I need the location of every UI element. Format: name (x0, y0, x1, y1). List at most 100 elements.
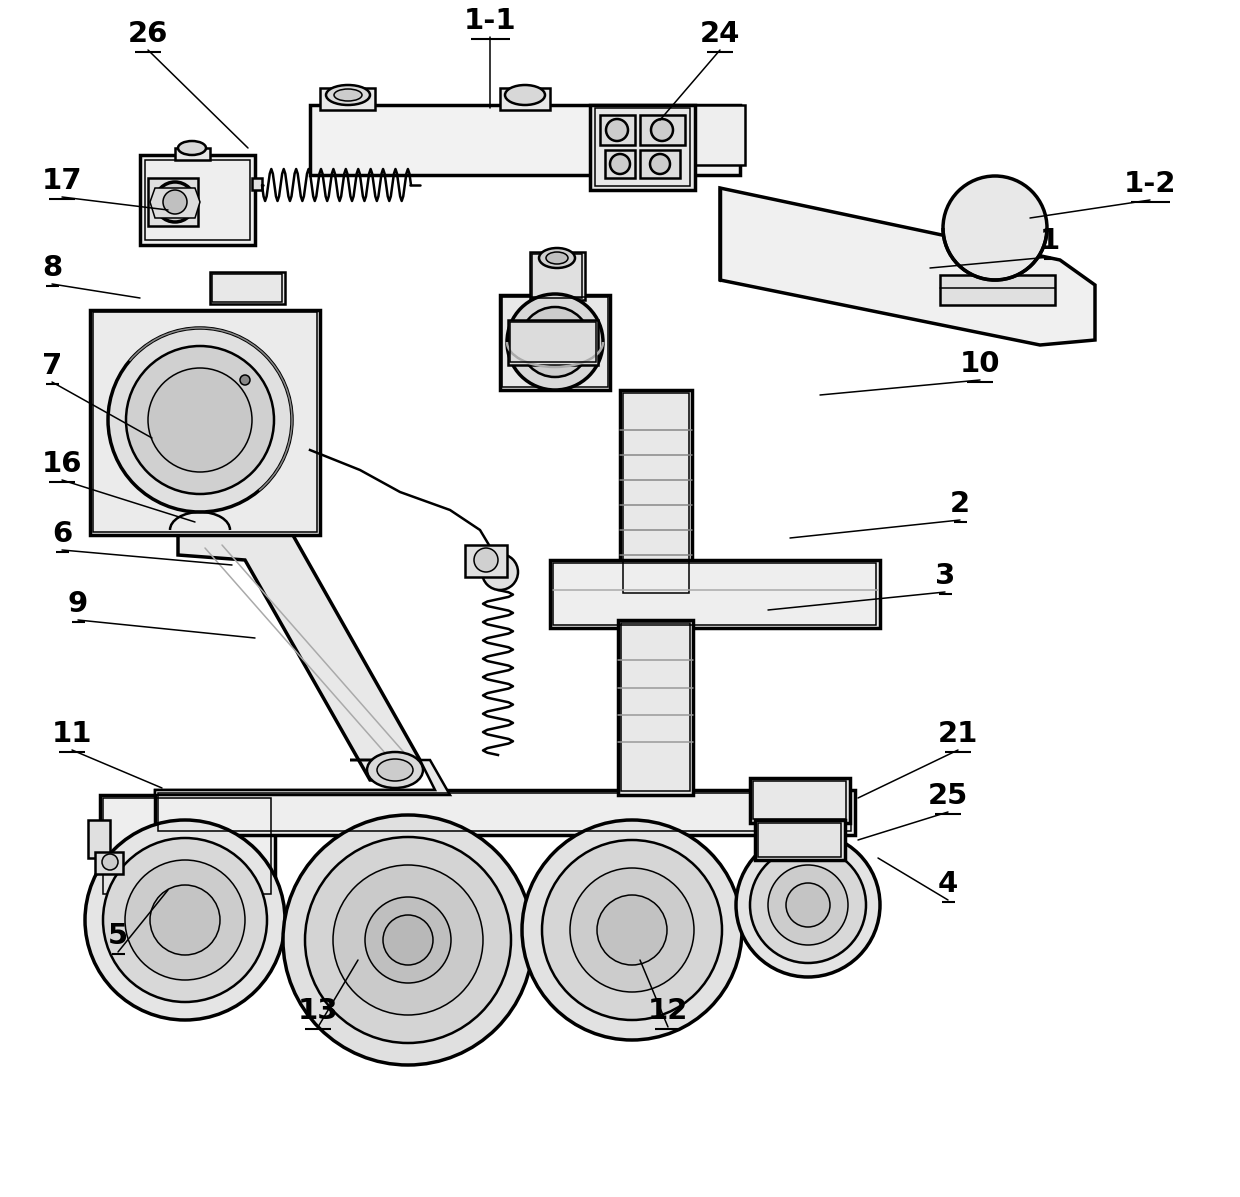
Bar (155, 790, 856, 836)
Bar (100, 795, 275, 895)
Bar (93, 312, 317, 531)
Bar (640, 150, 680, 178)
Bar (145, 160, 250, 241)
Bar (750, 778, 849, 824)
Circle shape (125, 859, 246, 980)
Circle shape (606, 119, 627, 141)
Text: 5: 5 (108, 922, 128, 950)
Circle shape (650, 154, 670, 174)
Ellipse shape (334, 89, 362, 101)
Bar (665, 105, 745, 165)
Circle shape (737, 833, 880, 977)
Text: 1: 1 (1040, 227, 1060, 255)
Ellipse shape (367, 752, 423, 788)
Circle shape (596, 895, 667, 965)
Bar (620, 390, 692, 600)
Bar (590, 105, 694, 190)
Text: 1-1: 1-1 (464, 7, 516, 35)
Circle shape (102, 853, 118, 870)
Text: 25: 25 (928, 782, 968, 810)
Text: 26: 26 (128, 20, 169, 48)
Bar (212, 274, 281, 302)
Ellipse shape (539, 248, 575, 268)
Bar (103, 798, 272, 894)
Bar (252, 178, 262, 190)
Bar (551, 560, 880, 628)
Polygon shape (720, 188, 1095, 345)
Polygon shape (179, 530, 420, 780)
Text: 24: 24 (699, 20, 740, 48)
Bar (529, 253, 585, 300)
Circle shape (126, 346, 274, 494)
Bar (640, 115, 684, 145)
Bar (310, 105, 740, 175)
Text: 1-2: 1-2 (1123, 170, 1177, 198)
Circle shape (148, 367, 252, 472)
Bar (175, 148, 210, 160)
Text: 2: 2 (950, 490, 970, 518)
Bar (532, 254, 582, 298)
Text: 10: 10 (960, 350, 1001, 378)
Circle shape (241, 375, 250, 385)
Text: 13: 13 (298, 997, 339, 1025)
Circle shape (482, 554, 518, 590)
Bar (502, 297, 608, 387)
Circle shape (520, 306, 590, 377)
Circle shape (108, 328, 291, 512)
Circle shape (305, 837, 511, 1043)
Text: 4: 4 (937, 870, 959, 898)
Bar (605, 150, 635, 178)
Circle shape (474, 548, 498, 572)
Circle shape (768, 865, 848, 944)
Bar (140, 154, 255, 245)
Text: 11: 11 (52, 721, 92, 748)
Bar (510, 322, 596, 361)
Circle shape (522, 820, 742, 1040)
Circle shape (86, 820, 285, 1020)
Bar (758, 824, 841, 857)
Polygon shape (155, 760, 450, 795)
Bar (553, 563, 875, 625)
Circle shape (750, 847, 866, 964)
Bar (753, 780, 846, 819)
Text: 6: 6 (52, 519, 72, 548)
Bar (95, 852, 123, 874)
Circle shape (365, 897, 451, 983)
Text: 12: 12 (647, 997, 688, 1025)
Ellipse shape (546, 253, 568, 265)
Circle shape (507, 294, 603, 390)
Bar (755, 820, 844, 859)
Circle shape (942, 176, 1047, 280)
Circle shape (610, 154, 630, 174)
Text: 7: 7 (42, 352, 62, 379)
Circle shape (283, 815, 533, 1065)
Bar (320, 89, 374, 110)
Bar (618, 620, 693, 795)
Bar (157, 792, 851, 831)
Bar (940, 275, 1055, 305)
Ellipse shape (377, 759, 413, 780)
Circle shape (383, 915, 433, 965)
Bar (500, 294, 610, 390)
Circle shape (150, 885, 219, 955)
Ellipse shape (179, 141, 206, 154)
Circle shape (334, 865, 484, 1015)
Text: 21: 21 (937, 721, 978, 748)
Text: 16: 16 (42, 450, 82, 478)
Text: 8: 8 (42, 254, 62, 282)
Bar (500, 89, 551, 110)
Text: 9: 9 (68, 590, 88, 618)
Ellipse shape (505, 85, 546, 105)
Bar (508, 320, 598, 365)
Circle shape (155, 182, 195, 221)
Circle shape (570, 868, 694, 992)
Bar (621, 622, 689, 791)
Circle shape (651, 119, 673, 141)
Bar (148, 178, 198, 226)
Bar (465, 545, 507, 577)
Circle shape (103, 838, 267, 1002)
Ellipse shape (326, 85, 370, 105)
Bar (600, 115, 635, 145)
Circle shape (542, 840, 722, 1020)
Text: 3: 3 (935, 563, 955, 590)
